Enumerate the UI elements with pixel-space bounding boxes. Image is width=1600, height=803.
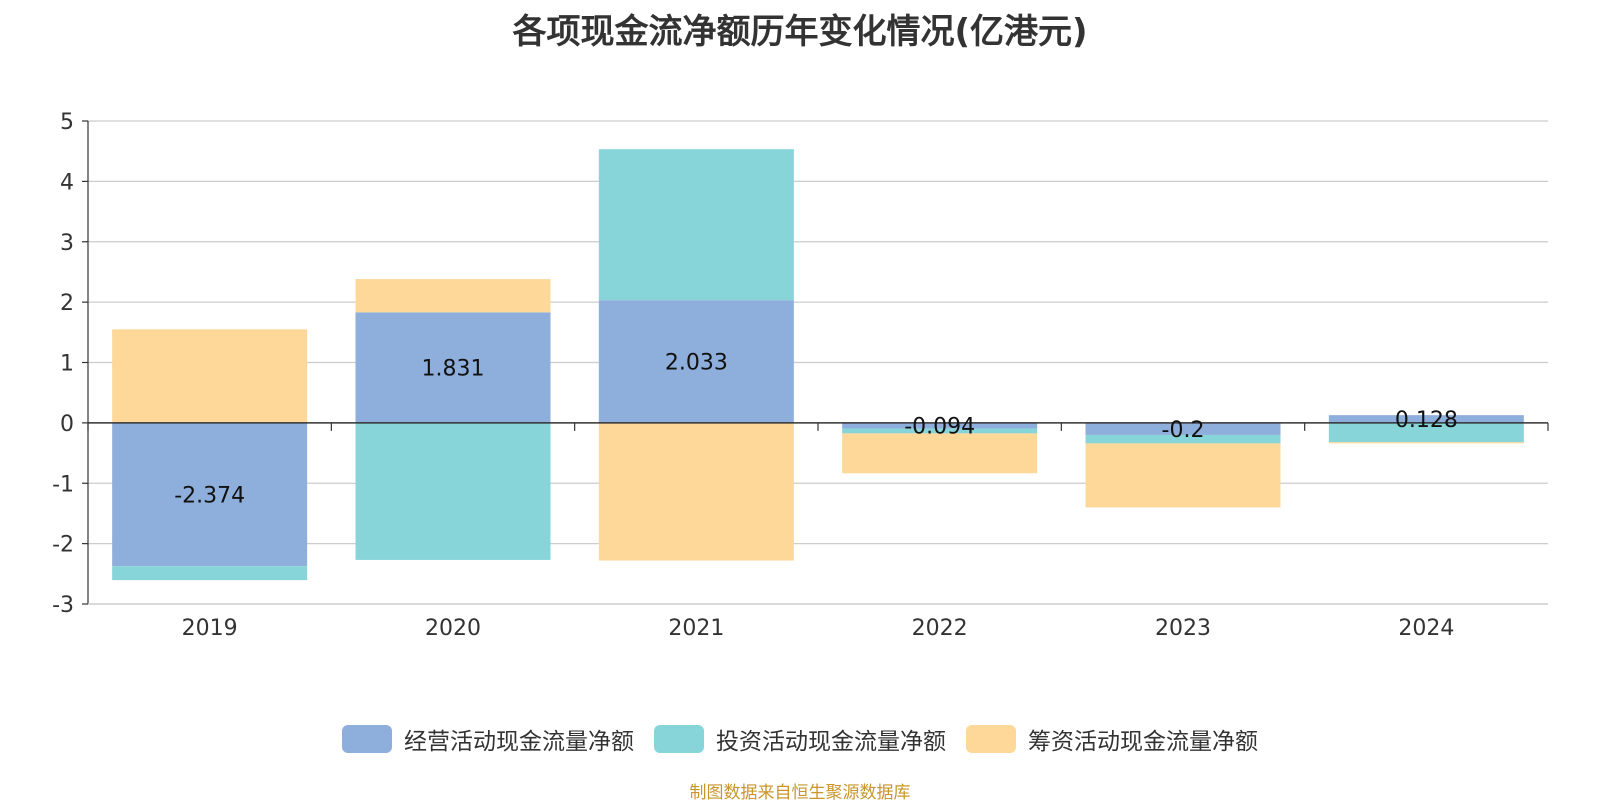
bar-investing-2019 [112,566,308,581]
legend-item-investing[interactable]: 投资活动现金流量净额 [654,722,946,756]
y-tick-label: 1 [60,352,74,377]
x-tick-label: 2020 [425,616,481,641]
chart-title: 各项现金流净额历年变化情况(亿港元) [512,12,1088,52]
bar-financing-2019 [112,329,308,423]
bar-operating-2023 [1085,422,1281,435]
x-tick-label: 2022 [912,616,968,641]
data-label: -2.374 [174,484,245,509]
y-tick-label: -2 [52,533,74,558]
bar-financing-2021 [598,422,794,561]
legend-item-operating[interactable]: 经营活动现金流量净额 [342,722,634,756]
bar-investing-2021 [598,149,794,301]
legend-swatch-operating [342,725,392,753]
data-label: 0.128 [1395,408,1458,433]
bar-investing-2022 [842,428,1038,434]
legend-label-operating: 经营活动现金流量净额 [404,729,634,755]
bar-operating-2019 [112,422,308,567]
bar-investing-2024 [1328,422,1524,443]
bar-investing-2023 [1085,434,1281,444]
bar-financing-2020 [355,279,551,313]
y-tick-label: 5 [60,110,74,135]
data-source-note: 制图数据来自恒生聚源数据库 [689,783,911,803]
y-tick-label: 0 [60,412,74,437]
y-tick-label: 2 [60,291,74,316]
y-tick-label: -3 [52,593,74,618]
bar-operating-2024 [1328,415,1524,423]
data-label: -0.094 [904,415,975,440]
legend-item-financing[interactable]: 筹资活动现金流量净额 [966,722,1258,756]
x-tick-label: 2021 [668,616,724,641]
bar-operating-2021 [598,300,794,423]
data-label: -0.2 [1162,418,1205,443]
bar-financing-2024 [1328,442,1524,444]
bar-operating-2022 [842,422,1038,429]
data-label: 1.831 [422,357,485,382]
data-label: 2.033 [665,351,728,376]
bar-financing-2023 [1085,443,1281,508]
y-tick-label: 3 [60,231,74,256]
bar-operating-2020 [355,312,551,423]
y-tick-label: 4 [60,170,74,195]
chart-legend: 经营活动现金流量净额 投资活动现金流量净额 筹资活动现金流量净额 [0,722,1600,756]
legend-label-investing: 投资活动现金流量净额 [716,729,946,755]
bar-financing-2022 [842,433,1038,474]
x-tick-label: 2024 [1398,616,1454,641]
x-tick-label: 2019 [182,616,238,641]
y-tick-label: -1 [52,472,74,497]
bar-investing-2020 [355,422,551,560]
legend-label-financing: 筹资活动现金流量净额 [1028,729,1258,755]
legend-swatch-financing [966,725,1016,753]
stacked-bar-chart: 5 4 3 2 1 0 -1 -2 -3 2019 2020 2021 2022 2023 2024 -2.3… [52,110,1549,641]
legend-swatch-investing [654,725,704,753]
x-tick-label: 2023 [1155,616,1211,641]
